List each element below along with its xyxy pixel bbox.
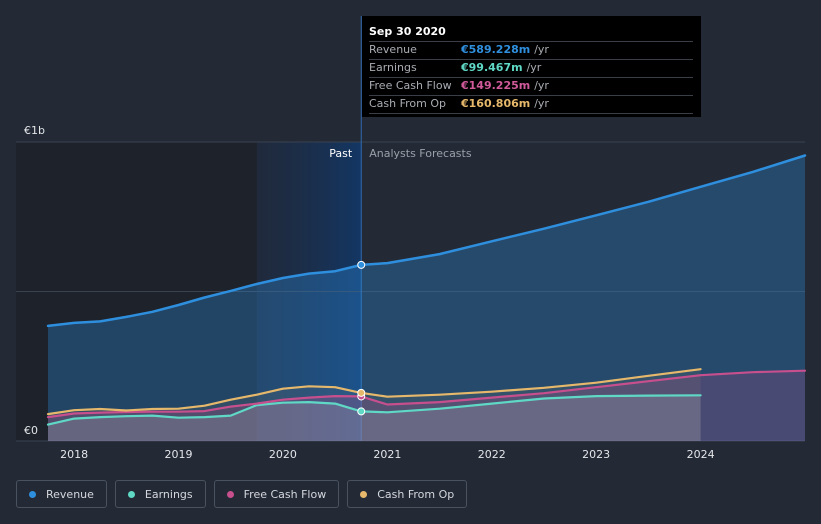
area-revenue: [48, 155, 805, 441]
legend-label: Revenue: [46, 487, 94, 501]
tooltip-unit: /yr: [534, 43, 549, 56]
x-tick-label: 2019: [165, 448, 193, 461]
x-tick-label: 2018: [60, 448, 88, 461]
y-axis-label-zero: €0: [24, 424, 38, 437]
past-label: Past: [329, 147, 353, 160]
tooltip-label: Free Cash Flow: [369, 79, 452, 92]
tooltip-value: €99.467m: [461, 61, 523, 74]
y-axis-label-max: €1b: [24, 124, 45, 137]
legend-item-free-cash-flow[interactable]: Free Cash Flow: [213, 480, 340, 508]
tooltip-value: €160.806m: [461, 97, 531, 110]
x-tick-label: 2021: [373, 448, 401, 461]
tooltip-label: Cash From Op: [369, 97, 447, 110]
x-tick-label: 2022: [478, 448, 506, 461]
marker-cash-from-op: [357, 388, 366, 397]
legend-label: Earnings: [144, 487, 193, 501]
line-free-cash-flow: [46, 369, 807, 419]
legend-item-earnings[interactable]: Earnings: [114, 480, 206, 508]
tooltip-row-cash-from-op: Cash From Op €160.806m /yr: [369, 96, 693, 114]
tooltip-unit: /yr: [534, 97, 549, 110]
chart-area: €1b €0 Past Analysts Forecasts 2018 2019 2020 2…: [16, 16, 807, 461]
tooltip-row-revenue: Revenue €589.228m /yr: [369, 42, 693, 60]
area-free-cash-flow: [48, 370, 805, 441]
legend-dot-icon: [127, 490, 135, 498]
legend-item-revenue[interactable]: Revenue: [16, 480, 107, 508]
legend-label: Cash From Op: [377, 487, 455, 501]
legend-item-cash-from-op[interactable]: Cash From Op: [347, 480, 468, 508]
tooltip: Sep 30 2020 Revenue €589.228m /yr Earnin…: [362, 16, 701, 117]
area-earnings: [48, 395, 701, 441]
tooltip-title: Sep 30 2020: [369, 24, 693, 42]
line-cash-from-op: [46, 368, 702, 416]
tooltip-label: Revenue: [369, 43, 417, 56]
x-tick-label: 2020: [269, 448, 297, 461]
tooltip-unit: /yr: [534, 79, 549, 92]
line-earnings: [46, 394, 702, 426]
legend-label: Free Cash Flow: [243, 487, 327, 501]
legend-dot-icon: [226, 490, 234, 498]
forecast-label: Analysts Forecasts: [369, 147, 472, 160]
legend-dot-icon: [360, 490, 368, 498]
marker-revenue: [357, 260, 366, 269]
tooltip-value: €589.228m: [461, 43, 531, 56]
tooltip-unit: /yr: [526, 61, 542, 74]
tooltip-row-free-cash-flow: Free Cash Flow €149.225m /yr: [369, 78, 693, 96]
line-revenue: [46, 154, 807, 328]
x-tick-label: 2024: [687, 448, 715, 461]
x-tick-label: 2023: [582, 448, 610, 461]
area-cash-from-op: [48, 369, 701, 441]
marker-earnings: [357, 407, 366, 416]
legend: Revenue Earnings Free Cash Flow Cash Fro…: [16, 480, 468, 508]
tooltip-label: Earnings: [369, 61, 417, 74]
tooltip-row-earnings: Earnings €99.467m /yr: [369, 60, 693, 78]
legend-dot-icon: [29, 490, 36, 498]
tooltip-value: €149.225m: [461, 79, 531, 92]
